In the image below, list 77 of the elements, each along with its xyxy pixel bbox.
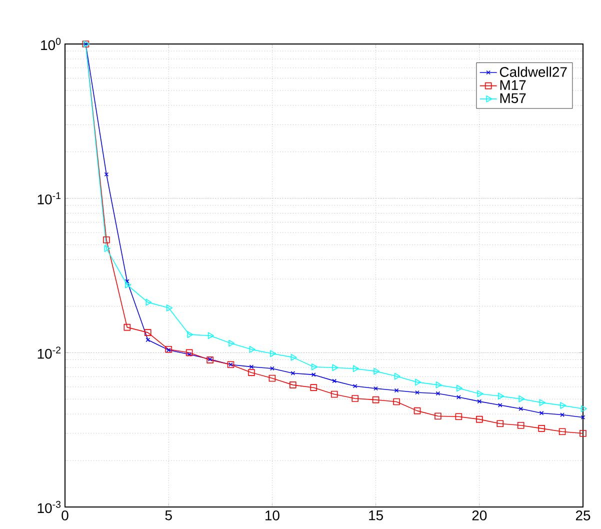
point [290, 382, 296, 388]
point [311, 363, 318, 370]
point [146, 298, 152, 306]
x-tick-label: 25 [576, 510, 590, 520]
point [580, 430, 586, 437]
legend-label: Caldwell27 [500, 66, 567, 77]
y-tick-label: 10$^{-2}$ [38, 346, 60, 359]
point [477, 399, 482, 404]
point [456, 384, 463, 392]
point [374, 386, 378, 391]
point [290, 371, 296, 376]
x-tick-label: 10 [266, 510, 280, 520]
point [186, 349, 193, 356]
point [434, 412, 442, 420]
point [538, 425, 545, 432]
point [268, 374, 276, 382]
point [125, 281, 132, 288]
point [498, 392, 504, 400]
point [249, 346, 256, 353]
point [352, 365, 359, 372]
point [332, 364, 338, 372]
point [124, 324, 131, 331]
point [518, 395, 525, 402]
point [228, 340, 235, 347]
y-tick-label: 10$^{0}$ [41, 38, 61, 50]
legend-label: M17 [500, 80, 526, 90]
point [270, 366, 274, 371]
point [330, 390, 338, 398]
point [311, 372, 316, 377]
point [374, 368, 380, 375]
x-tick-label: 15 [369, 510, 383, 520]
x-tick-label: 20 [472, 510, 487, 520]
point [414, 407, 421, 414]
point [476, 416, 483, 423]
point [103, 236, 110, 244]
y-tick-label: 10$^{-3}$ [38, 500, 61, 514]
point [144, 329, 152, 336]
point [104, 245, 110, 252]
point [539, 399, 546, 406]
point [394, 372, 400, 380]
point [415, 378, 422, 386]
point [332, 378, 337, 384]
point [187, 352, 192, 357]
point [187, 331, 194, 338]
point [560, 412, 564, 417]
point [352, 384, 358, 388]
point [393, 398, 400, 406]
point [310, 384, 318, 391]
point [352, 395, 358, 402]
y-tick-label: 10$^{-1}$ [38, 192, 61, 204]
point [518, 406, 524, 411]
point [498, 402, 502, 408]
point [517, 422, 524, 429]
point [372, 396, 380, 404]
point [248, 369, 255, 376]
point [104, 172, 109, 177]
point [146, 338, 150, 342]
x-tick-label: 5 [165, 510, 172, 520]
point [477, 390, 484, 398]
point [436, 382, 442, 388]
point [270, 350, 276, 358]
point [249, 364, 254, 369]
point [539, 410, 544, 416]
point [415, 390, 420, 395]
point [290, 354, 297, 361]
point [580, 405, 587, 412]
point [208, 332, 214, 340]
point [394, 388, 399, 393]
point [166, 304, 172, 312]
point [558, 428, 566, 436]
x-tick-label: 0 [62, 510, 68, 520]
point [560, 402, 566, 409]
legend-label: M57 [500, 93, 526, 104]
point [436, 391, 440, 396]
point [456, 394, 461, 400]
point [455, 413, 462, 420]
point [496, 420, 504, 428]
